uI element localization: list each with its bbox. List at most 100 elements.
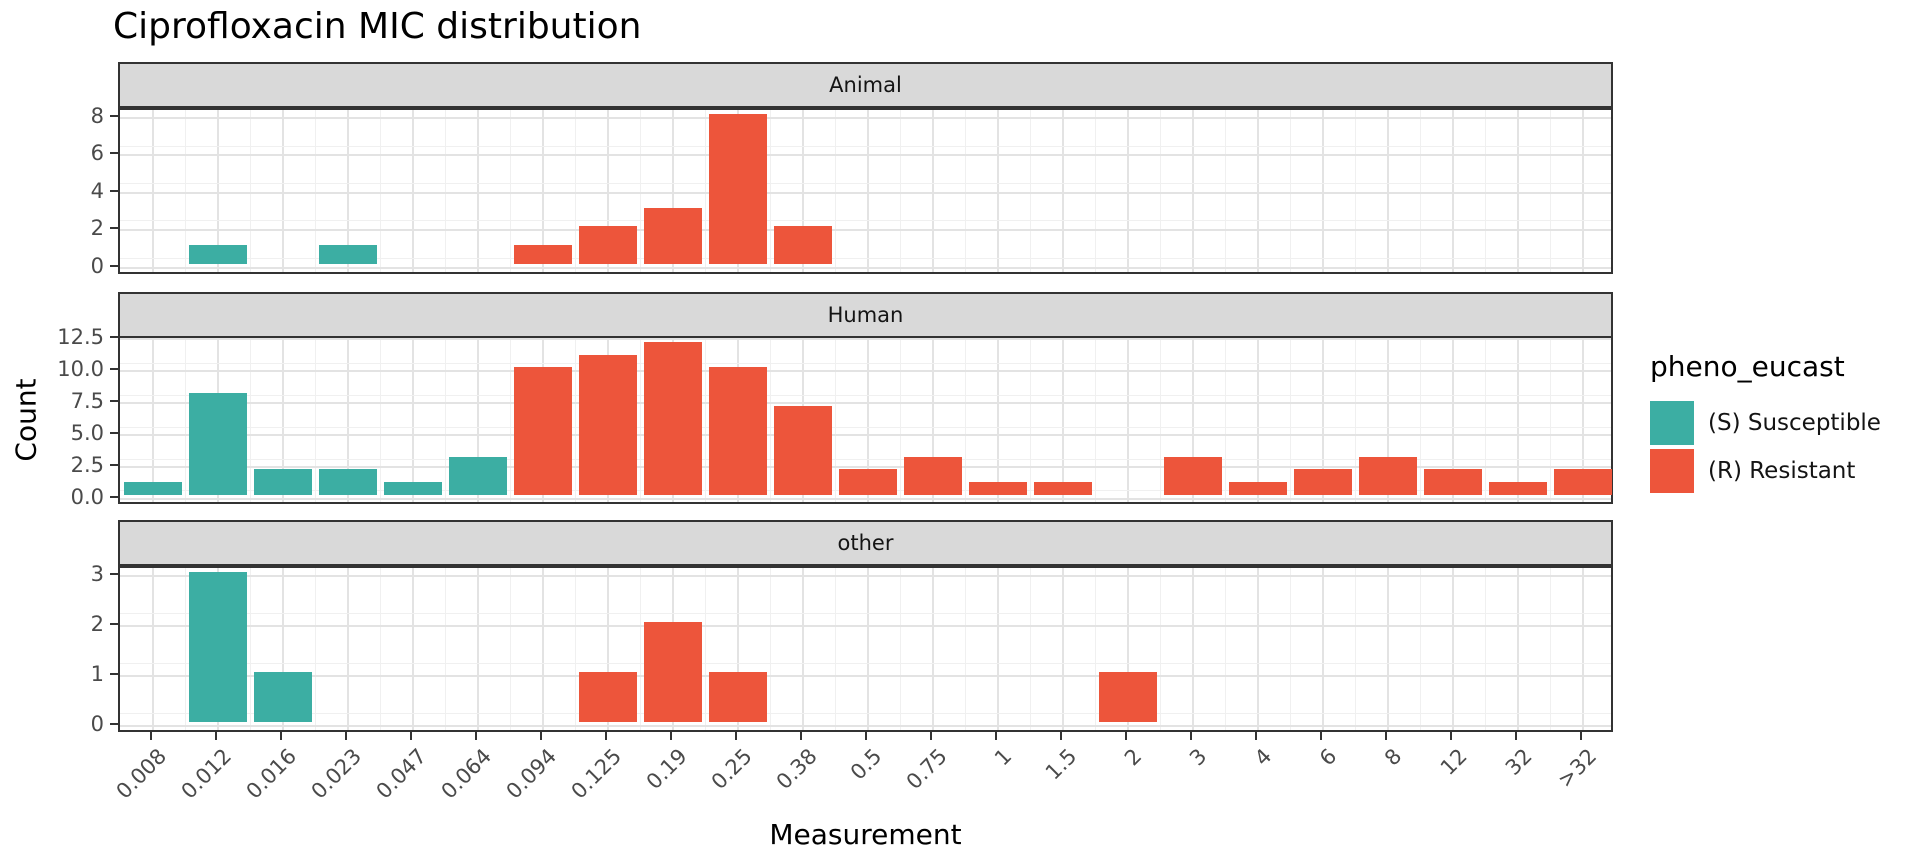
bar-human-6	[1293, 469, 1352, 495]
bar-other-0.125	[578, 671, 637, 722]
y-tick	[110, 152, 118, 155]
gridline-major-v	[931, 110, 934, 272]
bar-human-0.19	[643, 341, 702, 495]
gridline-minor-v	[1094, 110, 1096, 272]
gridline-major-h	[120, 229, 1611, 232]
bar-human-0.125	[578, 354, 637, 495]
gridline-minor-v	[639, 110, 641, 272]
gridline-major-v	[1126, 568, 1129, 730]
gridline-major-v	[1581, 568, 1584, 730]
y-tick	[110, 572, 118, 575]
gridline-minor-v	[1549, 568, 1551, 730]
gridline-major-v	[281, 568, 284, 730]
gridline-minor-v	[1224, 568, 1226, 730]
x-tick	[929, 732, 932, 740]
gridline-major-v	[1126, 340, 1129, 502]
gridline-major-v	[541, 568, 544, 730]
y-tick	[110, 400, 118, 403]
gridline-minor-v	[834, 110, 836, 272]
x-tick	[344, 732, 347, 740]
gridline-major-v	[476, 568, 479, 730]
bar-other-0.016	[253, 671, 312, 722]
gridline-major-v	[346, 568, 349, 730]
bar-human-0.38	[773, 405, 832, 495]
gridline-minor-v	[899, 568, 901, 730]
gridline-minor-v	[964, 568, 966, 730]
gridline-minor-v	[1484, 110, 1486, 272]
bar-other-0.012	[188, 571, 247, 722]
bar-human-1.5	[1033, 482, 1092, 495]
bar-human-3	[1163, 456, 1222, 495]
gridline-major-v	[1451, 110, 1454, 272]
gridline-minor-v	[1549, 340, 1551, 502]
facet-strip-human: Human	[118, 292, 1613, 338]
legend-label: (R) Resistant	[1708, 458, 1856, 484]
gridline-minor-v	[704, 340, 706, 502]
legend: pheno_eucast (S) Susceptible (R) Resistan…	[1650, 350, 1881, 497]
gridline-major-h	[120, 117, 1611, 120]
gridline-minor-v	[1159, 110, 1161, 272]
gridline-minor-v	[1419, 110, 1421, 272]
gridline-major-v	[931, 568, 934, 730]
gridline-minor-h	[120, 362, 1611, 364]
gridline-major-v	[1516, 568, 1519, 730]
gridline-minor-v	[1029, 110, 1031, 272]
gridline-minor-v	[1094, 568, 1096, 730]
gridline-minor-v	[574, 340, 576, 502]
gridline-minor-v	[1159, 568, 1161, 730]
gridline-minor-v	[249, 568, 251, 730]
gridline-minor-v	[1029, 340, 1031, 502]
bar-animal-0.38	[773, 226, 832, 264]
gridline-major-v	[606, 110, 609, 272]
gridline-major-v	[801, 568, 804, 730]
x-tick	[1579, 732, 1582, 740]
x-tick	[1124, 732, 1127, 740]
gridline-minor-h	[120, 145, 1611, 147]
facet-label: other	[837, 531, 894, 555]
gridline-minor-v	[639, 340, 641, 502]
gridline-minor-v	[1354, 568, 1356, 730]
gridline-major-v	[1516, 340, 1519, 502]
gridline-major-v	[996, 110, 999, 272]
bar-human-0.016	[253, 469, 312, 495]
bar-human-32	[1488, 482, 1547, 495]
x-tick	[539, 732, 542, 740]
y-tick	[110, 264, 118, 267]
gridline-minor-v	[1159, 340, 1161, 502]
y-tick	[110, 622, 118, 625]
bar-other-0.25	[708, 671, 767, 722]
gridline-major-v	[476, 340, 479, 502]
y-tick-label: 8	[90, 104, 104, 129]
gridline-minor-h	[120, 182, 1611, 184]
gridline-major-v	[1321, 340, 1324, 502]
gridline-minor-v	[574, 568, 576, 730]
gridline-minor-v	[379, 340, 381, 502]
facet-panel-other	[118, 566, 1613, 732]
gridline-minor-v	[379, 568, 381, 730]
gridline-minor-v	[509, 110, 511, 272]
gridline-minor-v	[444, 110, 446, 272]
gridline-minor-v	[1094, 340, 1096, 502]
gridline-major-h	[120, 370, 1611, 373]
gridline-major-v	[281, 340, 284, 502]
bar-human-0.047	[383, 482, 442, 495]
gridline-major-v	[801, 110, 804, 272]
legend-swatch-R	[1650, 449, 1694, 493]
gridline-major-v	[1256, 568, 1259, 730]
gridline-minor-v	[1289, 568, 1291, 730]
bar-human-0.25	[708, 367, 767, 495]
y-tick-label: 0.0	[70, 484, 104, 509]
y-tick	[110, 672, 118, 675]
facet-label: Animal	[829, 73, 902, 97]
gridline-major-v	[1061, 110, 1064, 272]
bar-human-4	[1228, 482, 1287, 495]
legend-item-R: (R) Resistant	[1650, 449, 1881, 493]
gridline-minor-v	[249, 340, 251, 502]
x-tick	[409, 732, 412, 740]
bar-animal-0.023	[318, 244, 377, 264]
gridline-minor-v	[769, 340, 771, 502]
x-tick	[1254, 732, 1257, 740]
gridline-minor-v	[1484, 568, 1486, 730]
x-tick	[669, 732, 672, 740]
